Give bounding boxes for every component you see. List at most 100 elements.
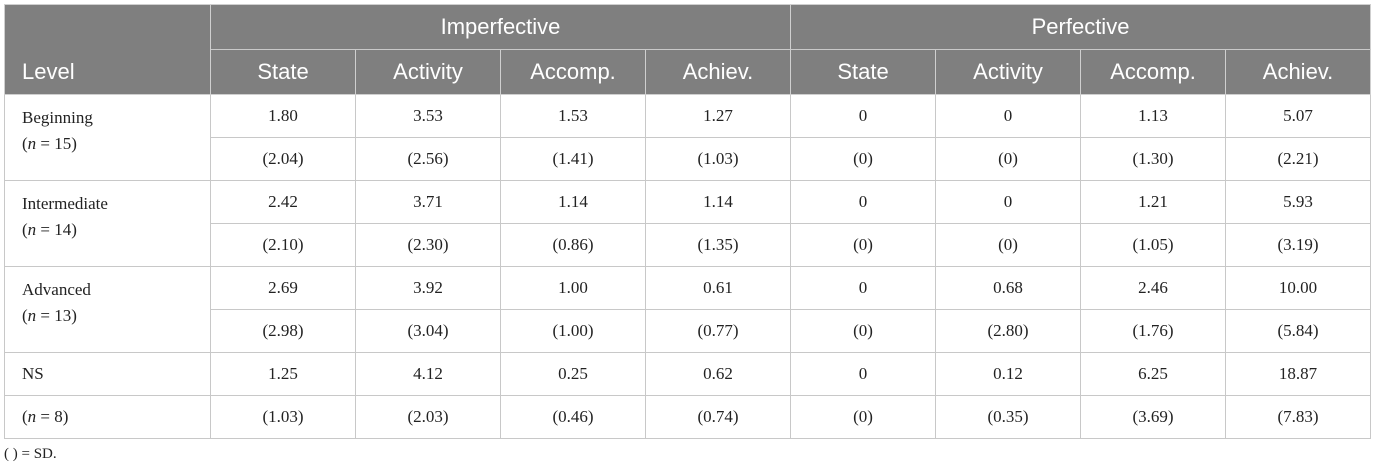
mean-cell: 3.53 <box>355 94 501 138</box>
sd-cell: (1.05) <box>1080 223 1227 267</box>
table-header: Level Imperfective Perfective State Acti… <box>4 4 1372 95</box>
table-row-mean: Intermediate (n = 14) 2.42 3.71 1.14 1.14 0 0 1.… <box>4 180 1372 267</box>
results-table: Level Imperfective Perfective State Acti… <box>4 4 1372 439</box>
sd-cell: (0) <box>790 395 937 439</box>
imperfective-accomp-header: Accomp. <box>500 49 646 95</box>
n-variable: n <box>27 220 37 239</box>
sd-cell: (2.03) <box>355 395 501 439</box>
level-name: Intermediate <box>22 194 108 213</box>
sd-cell: (1.03) <box>644 137 792 181</box>
mean-cell: 0.61 <box>644 266 792 310</box>
mean-cell: 6.25 <box>1080 352 1227 396</box>
level-cell: Intermediate (n = 14) <box>4 180 211 267</box>
n-variable: n <box>27 306 37 325</box>
sd-cell: (0) <box>935 223 1082 267</box>
mean-cell: 1.80 <box>210 94 356 138</box>
mean-cell: 10.00 <box>1225 266 1372 310</box>
n-variable: n <box>27 407 37 426</box>
sd-cell: (5.84) <box>1225 309 1372 353</box>
mean-cell: 2.46 <box>1080 266 1227 310</box>
perfective-activity-header: Activity <box>935 49 1082 95</box>
mean-cell: 5.07 <box>1225 94 1372 138</box>
sd-cell: (0.74) <box>644 395 792 439</box>
sd-cell: (2.98) <box>210 309 356 353</box>
sd-cell: (1.76) <box>1080 309 1227 353</box>
mean-cell: 0 <box>790 266 937 310</box>
mean-cell: 0 <box>790 352 937 396</box>
mean-cell: 1.53 <box>500 94 646 138</box>
mean-cell: 0.25 <box>500 352 646 396</box>
sd-cell: (3.19) <box>1225 223 1372 267</box>
level-cell: Beginning (n = 15) <box>4 94 211 181</box>
sample-size-cell: (n = 8) <box>4 395 211 439</box>
sd-cell: (0) <box>790 223 937 267</box>
sd-cell: (1.35) <box>644 223 792 267</box>
mean-cell: 5.93 <box>1225 180 1372 224</box>
imperfective-achiev-header: Achiev. <box>644 49 792 95</box>
mean-cell: 3.92 <box>355 266 501 310</box>
table-footnote: ( ) = SD. <box>4 446 57 462</box>
mean-cell: 1.00 <box>500 266 646 310</box>
sample-size-label: (n = 15) <box>22 134 77 153</box>
mean-cell: 0 <box>935 180 1082 224</box>
sd-cell: (0) <box>935 137 1082 181</box>
perfective-group-header: Perfective <box>790 4 1372 50</box>
imperfective-state-header: State <box>210 49 356 95</box>
level-name: Beginning <box>22 108 93 127</box>
sd-cell: (1.00) <box>500 309 646 353</box>
level-name: Advanced <box>22 280 91 299</box>
mean-cell: 1.14 <box>500 180 646 224</box>
perfective-accomp-header: Accomp. <box>1080 49 1227 95</box>
level-cell: NS <box>4 352 211 396</box>
mean-cell: 0 <box>790 180 937 224</box>
table-row-mean: Beginning (n = 15) 1.80 3.53 1.53 1.27 0 0 1.13 5… <box>4 94 1372 181</box>
mean-cell: 2.69 <box>210 266 356 310</box>
imperfective-group-header: Imperfective <box>209 4 792 50</box>
n-variable: n <box>27 134 37 153</box>
sd-cell: (2.56) <box>355 137 501 181</box>
sd-cell: (2.21) <box>1225 137 1372 181</box>
mean-cell: 1.25 <box>210 352 356 396</box>
level-column-header: Level <box>4 4 211 95</box>
sample-size-label: (n = 13) <box>22 306 77 325</box>
level-name: NS <box>22 364 44 383</box>
mean-cell: 0.12 <box>935 352 1082 396</box>
mean-cell: 18.87 <box>1225 352 1372 396</box>
mean-cell: 0 <box>935 94 1082 138</box>
sd-cell: (2.04) <box>210 137 356 181</box>
sd-cell: (0.35) <box>935 395 1082 439</box>
imperfective-activity-header: Activity <box>355 49 501 95</box>
table-row-sd: (n = 8) (1.03) (2.03) (0.46) (0.74) (0) (0.35)… <box>4 395 1372 439</box>
sd-cell: (3.04) <box>355 309 501 353</box>
sd-cell: (1.30) <box>1080 137 1227 181</box>
mean-cell: 4.12 <box>355 352 501 396</box>
sd-cell: (7.83) <box>1225 395 1372 439</box>
mean-cell: 2.42 <box>210 180 356 224</box>
table-row-sd: (2.10) (2.30) (0.86) (1.35) (0) (0) (1.05) (3.1… <box>5 223 1372 267</box>
mean-cell: 0.68 <box>935 266 1082 310</box>
sd-cell: (2.10) <box>210 223 356 267</box>
sd-cell: (1.03) <box>210 395 356 439</box>
table-row-mean: NS 1.25 4.12 0.25 0.62 0 0.12 6.25 18.87 <box>4 352 1372 396</box>
mean-cell: 1.13 <box>1080 94 1227 138</box>
sd-cell: (0) <box>790 309 937 353</box>
sd-cell: (1.41) <box>500 137 646 181</box>
sd-cell: (0.86) <box>500 223 646 267</box>
sd-cell: (0) <box>790 137 937 181</box>
perfective-achiev-header: Achiev. <box>1225 49 1372 95</box>
mean-cell: 1.21 <box>1080 180 1227 224</box>
sd-cell: (2.80) <box>935 309 1082 353</box>
level-cell: Advanced (n = 13) <box>4 266 211 353</box>
sd-cell: (2.30) <box>355 223 501 267</box>
sd-cell: (3.69) <box>1080 395 1227 439</box>
sample-size-label: (n = 8) <box>22 407 69 426</box>
sample-size-label: (n = 14) <box>22 220 77 239</box>
table-body: Beginning (n = 15) 1.80 3.53 1.53 1.27 0 0 1.13 5… <box>4 94 1372 439</box>
mean-cell: 0.62 <box>644 352 792 396</box>
table-row-sd: (2.04) (2.56) (1.41) (1.03) (0) (0) (1.30) (2.2… <box>5 137 1372 181</box>
table-row-sd: (2.98) (3.04) (1.00) (0.77) (0) (2.80) (1.76)(… <box>5 309 1372 353</box>
mean-cell: 1.14 <box>644 180 792 224</box>
mean-cell: 1.27 <box>644 94 792 138</box>
sd-cell: (0.77) <box>644 309 792 353</box>
mean-cell: 3.71 <box>355 180 501 224</box>
